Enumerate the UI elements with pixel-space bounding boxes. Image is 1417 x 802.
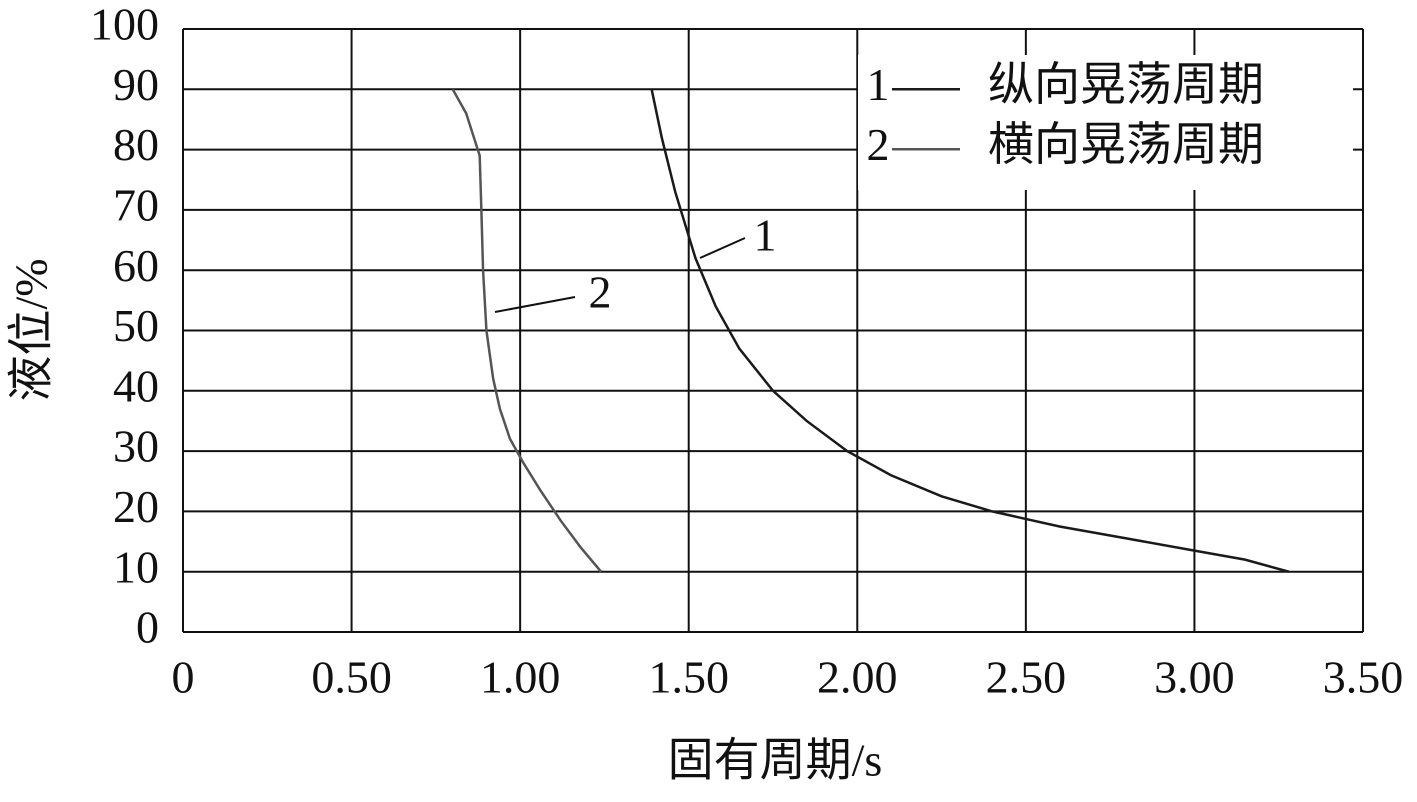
legend-label: 横向晃荡周期 (988, 119, 1264, 170)
annotation: 2 (589, 267, 612, 318)
y-tick-label: 60 (113, 240, 159, 291)
x-tick-label: 0.50 (311, 652, 392, 703)
x-tick-label: 1.00 (480, 652, 561, 703)
y-tick-label: 30 (113, 421, 159, 472)
y-tick-label: 20 (113, 481, 159, 532)
annotation: 1 (754, 210, 777, 261)
x-tick-label: 3.50 (1323, 652, 1404, 703)
x-axis-title: 固有周期/s (668, 735, 883, 786)
y-tick-label: 50 (113, 300, 159, 351)
y-tick-label: 10 (113, 541, 159, 592)
y-tick-label: 0 (136, 602, 159, 653)
legend-number: 1 (867, 59, 890, 110)
y-tick-label: 70 (113, 179, 159, 230)
series-line (451, 88, 603, 573)
annotation-leader (494, 296, 576, 313)
x-tick-label: 0 (172, 652, 195, 703)
series-line (650, 89, 1290, 573)
legend-box (858, 55, 1353, 190)
y-axis-title: 液位/% (6, 258, 57, 401)
annotation-leader (699, 237, 746, 259)
x-tick-label: 1.50 (648, 652, 729, 703)
x-tick-label: 2.50 (986, 652, 1067, 703)
y-tick-label: 80 (113, 119, 159, 170)
y-tick-label: 90 (113, 59, 159, 110)
x-tick-label: 3.00 (1154, 652, 1235, 703)
x-tick-label: 2.00 (817, 652, 898, 703)
y-tick-label: 40 (113, 360, 159, 411)
y-tick-label: 100 (90, 0, 159, 50)
legend-label: 纵向晃荡周期 (988, 59, 1264, 110)
legend-number: 2 (867, 119, 890, 170)
